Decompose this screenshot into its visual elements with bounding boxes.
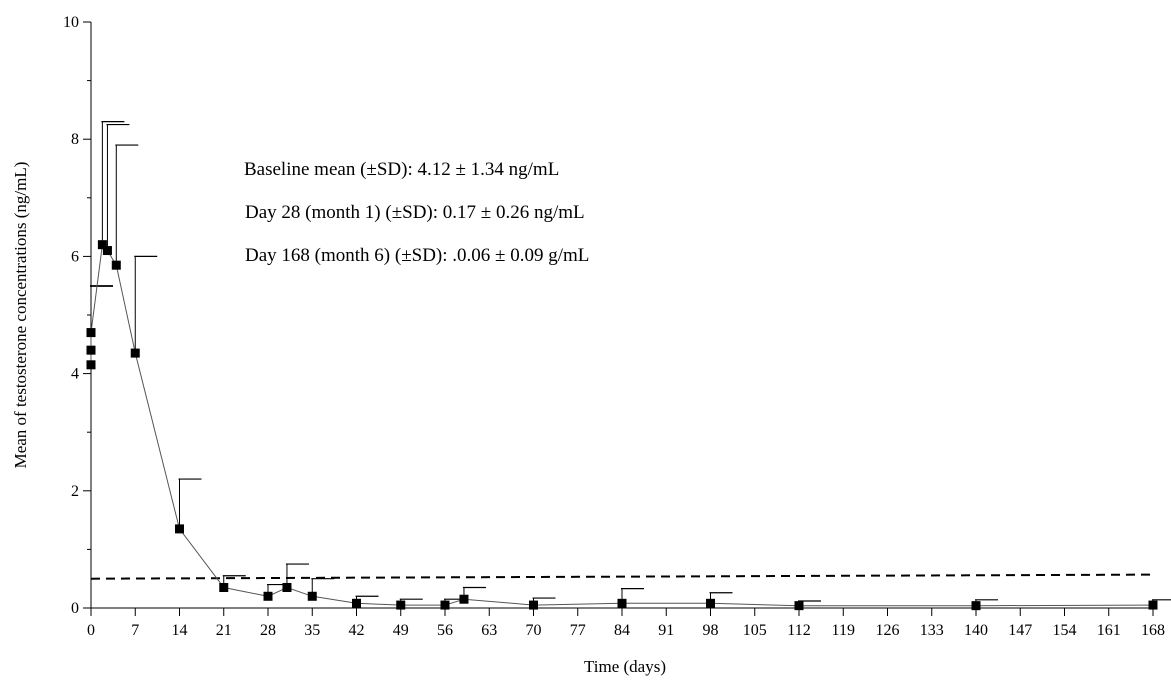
data-point (86, 328, 96, 338)
x-tick-label: 105 (743, 622, 767, 639)
data-point (971, 601, 981, 611)
error-bars-layer (90, 121, 1171, 606)
y-tick-label: 2 (71, 483, 79, 500)
x-tick-label: 91 (658, 622, 674, 639)
x-tick-label: 56 (437, 622, 453, 639)
x-tick-label: 84 (614, 622, 630, 639)
data-point (86, 345, 96, 355)
x-tick-label: 63 (481, 622, 497, 639)
annotation-day168: Day 168 (month 6) (±SD): .0.06 ± 0.09 g/… (245, 245, 589, 266)
x-tick-label: 119 (832, 622, 855, 639)
data-point (706, 598, 715, 608)
y-axis-label: Mean of testosterone concentrations (ng/… (11, 162, 30, 469)
y-tick-label: 0 (71, 600, 79, 617)
x-tick-label: 168 (1141, 622, 1165, 639)
x-tick-label: 70 (526, 622, 542, 639)
series-line (90, 243, 1154, 607)
data-point (352, 598, 361, 608)
points-layer (86, 240, 1158, 611)
x-tick-label: 49 (393, 622, 409, 639)
reference-line (90, 573, 1154, 580)
data-point (440, 600, 450, 610)
x-axis-label: Time (days) (584, 657, 666, 676)
data-point (396, 600, 406, 610)
x-tick-label: 112 (787, 622, 810, 639)
data-point (86, 360, 96, 370)
data-point (794, 601, 804, 611)
y-tick-label: 8 (71, 131, 79, 148)
data-point (307, 591, 317, 601)
x-tick-label: 147 (1008, 622, 1032, 639)
x-tick-label: 0 (87, 622, 95, 639)
x-tick-label: 35 (304, 622, 320, 639)
x-tick-label: 14 (172, 622, 188, 639)
data-point (130, 348, 140, 358)
x-tick-label: 154 (1053, 622, 1077, 639)
y-tick-label: 4 (71, 366, 79, 383)
x-tick-label: 140 (964, 622, 988, 639)
x-tick-label: 42 (349, 622, 365, 639)
x-tick-label: 7 (131, 622, 139, 639)
reference-line-layer (90, 573, 1154, 580)
data-point (529, 600, 538, 610)
axes (83, 21, 1154, 616)
x-tick-label: 161 (1097, 622, 1121, 639)
y-tick-label: 6 (71, 248, 79, 265)
annotation-baseline: Baseline mean (±SD): 4.12 ± 1.34 ng/mL (244, 159, 559, 180)
data-point (97, 240, 107, 250)
series-line-layer (90, 243, 1154, 607)
data-point (459, 594, 469, 604)
annotation-day28: Day 28 (month 1) (±SD): 0.17 ± 0.26 ng/m… (245, 202, 585, 223)
data-point (175, 524, 184, 534)
x-tick-label: 28 (260, 622, 276, 639)
x-tick-label: 133 (920, 622, 944, 639)
y-tick-label: 10 (63, 14, 79, 31)
x-tick-label: 21 (216, 622, 232, 639)
data-point (617, 598, 627, 608)
data-point (1148, 600, 1158, 610)
data-point (263, 591, 273, 601)
data-point (111, 260, 121, 270)
data-point (102, 246, 112, 256)
x-tick-label: 98 (703, 622, 719, 639)
x-tick-label: 126 (876, 622, 900, 639)
x-tick-label: 77 (570, 622, 586, 639)
labels-layer: Time (days) Mean of testosterone concent… (11, 14, 1165, 676)
data-point (282, 582, 292, 592)
data-point (219, 582, 229, 592)
